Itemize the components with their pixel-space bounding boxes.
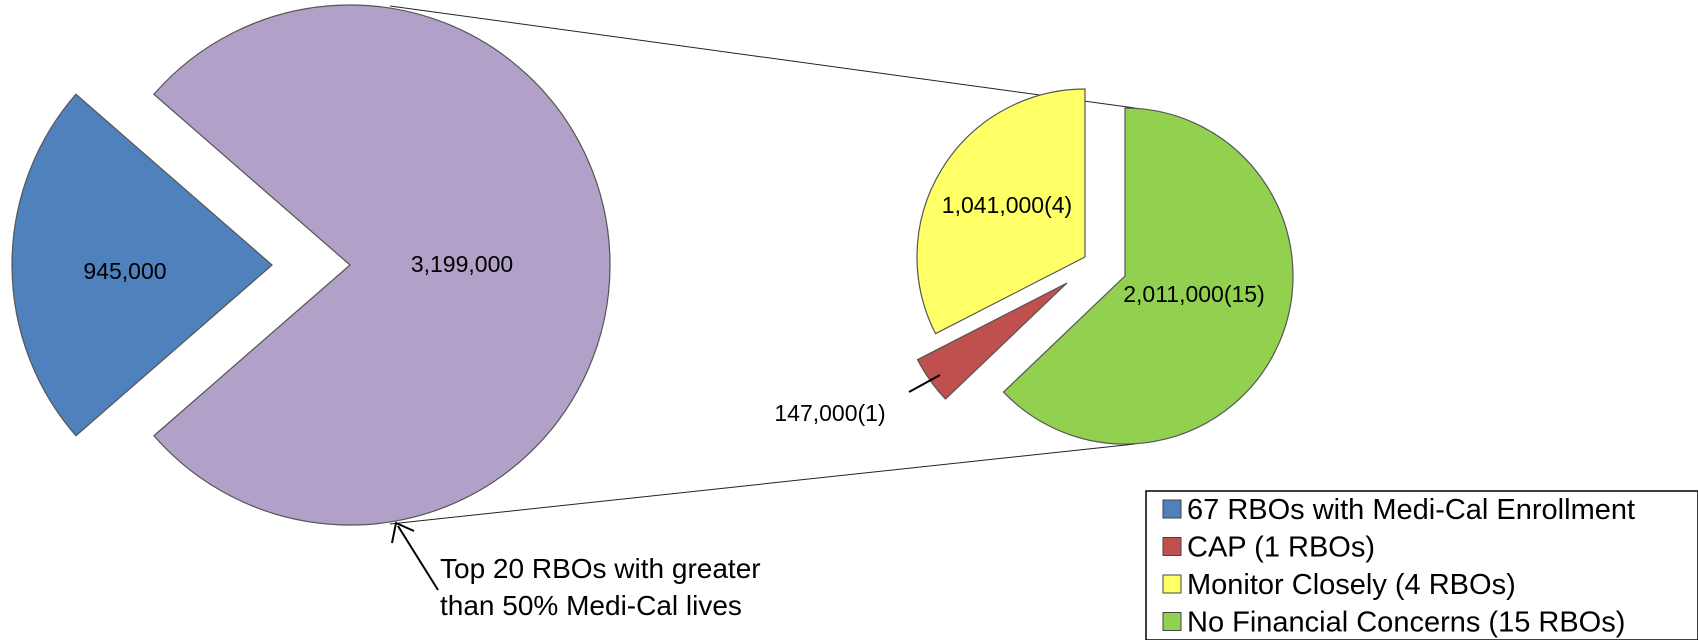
legend-label: Monitor Closely (4 RBOs) <box>1187 569 1516 601</box>
legend-swatch <box>1162 537 1182 556</box>
legend-item-rbo67: 67 RBOs with Medi-Cal Enrollment <box>1162 494 1635 526</box>
annotation-arrow-line <box>397 525 439 591</box>
legend-label: No Financial Concerns (15 RBOs) <box>1187 607 1625 639</box>
slice-monitor-closely <box>916 88 1086 335</box>
legend-label: CAP (1 RBOs) <box>1187 532 1375 564</box>
legend: 67 RBOs with Medi-Cal Enrollment CAP (1 R… <box>1145 490 1698 640</box>
slice-labels: 945,000 3,199,000 1,041,000(4) 2,011,000(15… <box>83 192 1264 426</box>
label-no-financial-concerns: 2,011,000(15) <box>1123 281 1265 307</box>
label-top20: 3,199,000 <box>411 251 513 277</box>
legend-box <box>1145 490 1698 640</box>
connector-line-top <box>389 5 1136 109</box>
legend-item-cap: CAP (1 RBOs) <box>1162 532 1375 564</box>
legend-item-nofin: No Financial Concerns (15 RBOs) <box>1162 607 1625 639</box>
legend-swatch <box>1162 574 1182 594</box>
label-cap-leader <box>908 374 941 393</box>
legend-swatch <box>1162 499 1182 519</box>
slice-rbo67 <box>11 93 273 437</box>
annotation-arrow-head <box>391 521 415 544</box>
legend-swatch <box>1162 612 1182 631</box>
main-pie <box>11 4 611 526</box>
annotation-line-1: Top 20 RBOs with greater <box>440 553 761 584</box>
label-monitor-closely: 1,041,000(4) <box>942 192 1072 218</box>
legend-label: 67 RBOs with Medi-Cal Enrollment <box>1187 494 1635 526</box>
connector-line-bottom <box>389 443 1136 525</box>
label-cap: 147,000(1) <box>774 400 885 426</box>
annotation: Top 20 RBOs with greater than 50% Medi-C… <box>391 521 761 621</box>
legend-item-monitor: Monitor Closely (4 RBOs) <box>1162 569 1516 601</box>
connector-lines <box>389 5 1136 525</box>
slice-top20 <box>153 4 611 526</box>
label-rbo67: 945,000 <box>83 258 166 284</box>
slice-no-financial-concerns <box>1002 107 1294 445</box>
secondary-pie <box>916 88 1294 445</box>
annotation-line-2: than 50% Medi-Cal lives <box>440 590 742 621</box>
